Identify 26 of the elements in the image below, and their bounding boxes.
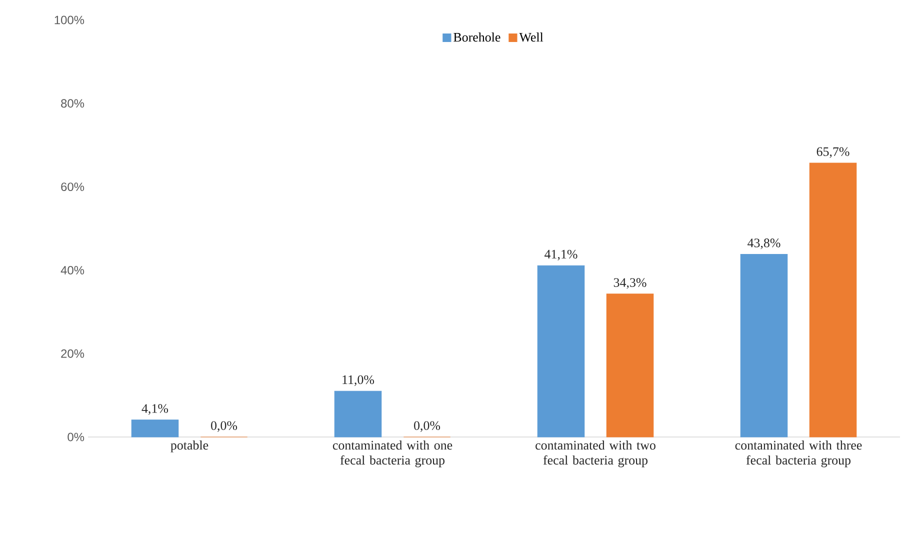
data-label: 34,3%: [614, 278, 646, 289]
bar: [537, 265, 585, 438]
y-tick-label: 40%: [60, 266, 84, 274]
data-label: 43,8%: [748, 238, 780, 250]
bar: [740, 254, 788, 438]
legend-label: Borehole: [454, 32, 500, 42]
bar: [131, 420, 179, 438]
data-label: 0,0%: [211, 421, 238, 432]
y-tick-label: 80%: [61, 99, 84, 108]
bar: [334, 390, 382, 438]
x-tick-label: contaminated with two fecal bacteria group: [536, 440, 656, 468]
data-label: 11,0%: [342, 375, 374, 386]
data-label: 0,0%: [414, 421, 440, 432]
data-label: 65,7%: [816, 147, 850, 158]
y-tick-label: 100%: [54, 16, 84, 24]
y-tick-label: 20%: [61, 349, 84, 358]
bar: [606, 294, 654, 438]
y-tick-label: 60%: [61, 182, 84, 192]
x-tick-label: contaminated with three fecal bacteria group: [735, 440, 862, 468]
bar: [809, 162, 857, 438]
x-tick-label: potable: [170, 440, 208, 452]
y-tick-label: 0%: [68, 432, 84, 442]
data-label: 4,1%: [142, 404, 168, 415]
data-label: 41,1%: [544, 250, 578, 260]
x-tick-label: contaminated with one fecal bacteria group: [332, 440, 452, 468]
legend-label: Well: [519, 32, 544, 42]
